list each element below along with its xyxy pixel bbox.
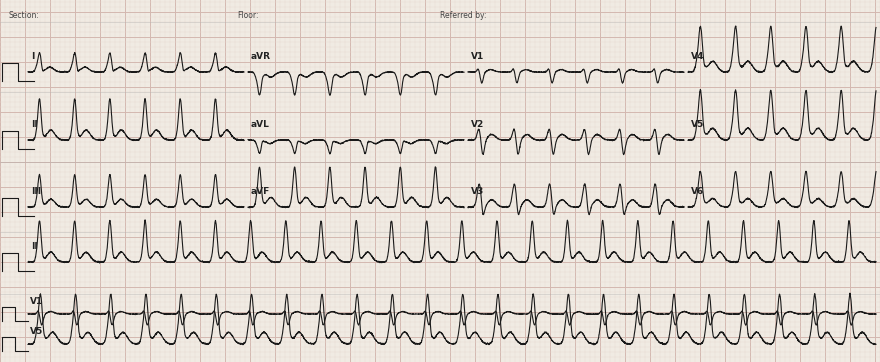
Text: V5: V5: [30, 327, 43, 336]
Text: V1: V1: [30, 297, 43, 306]
Text: aVR: aVR: [251, 52, 271, 62]
Text: Floor:: Floor:: [238, 11, 259, 20]
Text: V1: V1: [471, 52, 484, 62]
Text: V6: V6: [691, 188, 704, 197]
Text: aVF: aVF: [251, 188, 270, 197]
Text: Referred by:: Referred by:: [440, 11, 487, 20]
Text: Section:: Section:: [9, 11, 40, 20]
Text: III: III: [31, 188, 41, 197]
Text: I: I: [31, 52, 34, 62]
Text: II: II: [31, 121, 38, 129]
Text: V2: V2: [471, 121, 484, 129]
Text: V3: V3: [471, 188, 484, 197]
Text: V5: V5: [691, 121, 704, 129]
Text: II: II: [31, 243, 38, 251]
Text: aVL: aVL: [251, 121, 270, 129]
Text: V4: V4: [691, 52, 704, 62]
